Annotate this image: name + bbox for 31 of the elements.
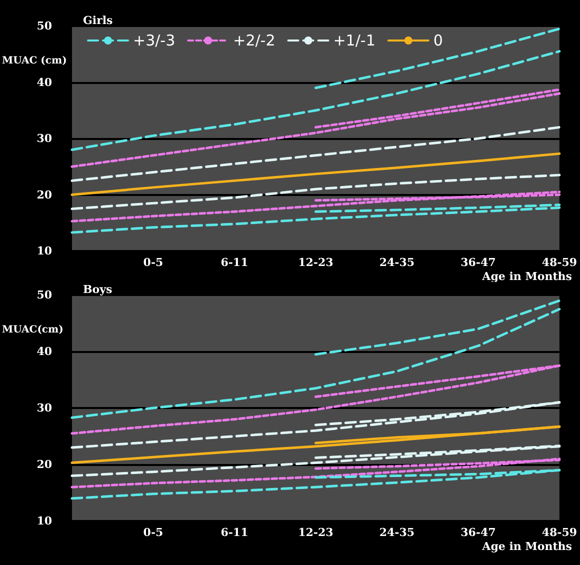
- legend-label: +2/-2: [233, 32, 276, 50]
- y-tick-label: 30: [36, 132, 52, 145]
- x-tick-label: 36-47: [460, 526, 496, 539]
- y-tick-label: 20: [36, 188, 52, 202]
- chart-title: Girls: [83, 14, 113, 27]
- y-tick-label: 10: [36, 244, 52, 258]
- x-tick-label: 36-47: [460, 256, 496, 269]
- y-axis-title: MUAC (cm): [2, 56, 67, 66]
- legend-label: +3/-3: [133, 32, 176, 50]
- y-tick-label: 30: [36, 402, 52, 414]
- x-tick-label: 0-5: [143, 526, 164, 539]
- legend-label: 0: [433, 32, 443, 50]
- y-tick-label: 20: [36, 458, 52, 471]
- y-tick-label: 50: [36, 20, 52, 32]
- y-tick-label: 40: [36, 345, 52, 358]
- x-tick-label: 24-35: [379, 526, 415, 539]
- y-tick-label: 50: [36, 288, 52, 302]
- y-tick-label: 10: [36, 514, 52, 528]
- x-tick-label: 24-35: [379, 256, 415, 269]
- x-tick-label: 6-11: [220, 526, 248, 539]
- x-tick-label: 6-11: [220, 256, 248, 269]
- y-tick-label: 40: [36, 76, 52, 89]
- x-tick-label: 0-5: [143, 256, 164, 269]
- x-axis-title: Age in Months: [481, 540, 572, 553]
- x-tick-label: 48-59: [542, 526, 578, 539]
- y-axis-title: MUAC(cm): [2, 324, 64, 336]
- chart-title: Boys: [83, 283, 112, 296]
- x-tick-label: 12-23: [298, 526, 334, 539]
- x-tick-label: 12-23: [298, 256, 334, 269]
- legend-label: +1/-1: [333, 32, 376, 50]
- x-tick-label: 48-59: [542, 256, 578, 269]
